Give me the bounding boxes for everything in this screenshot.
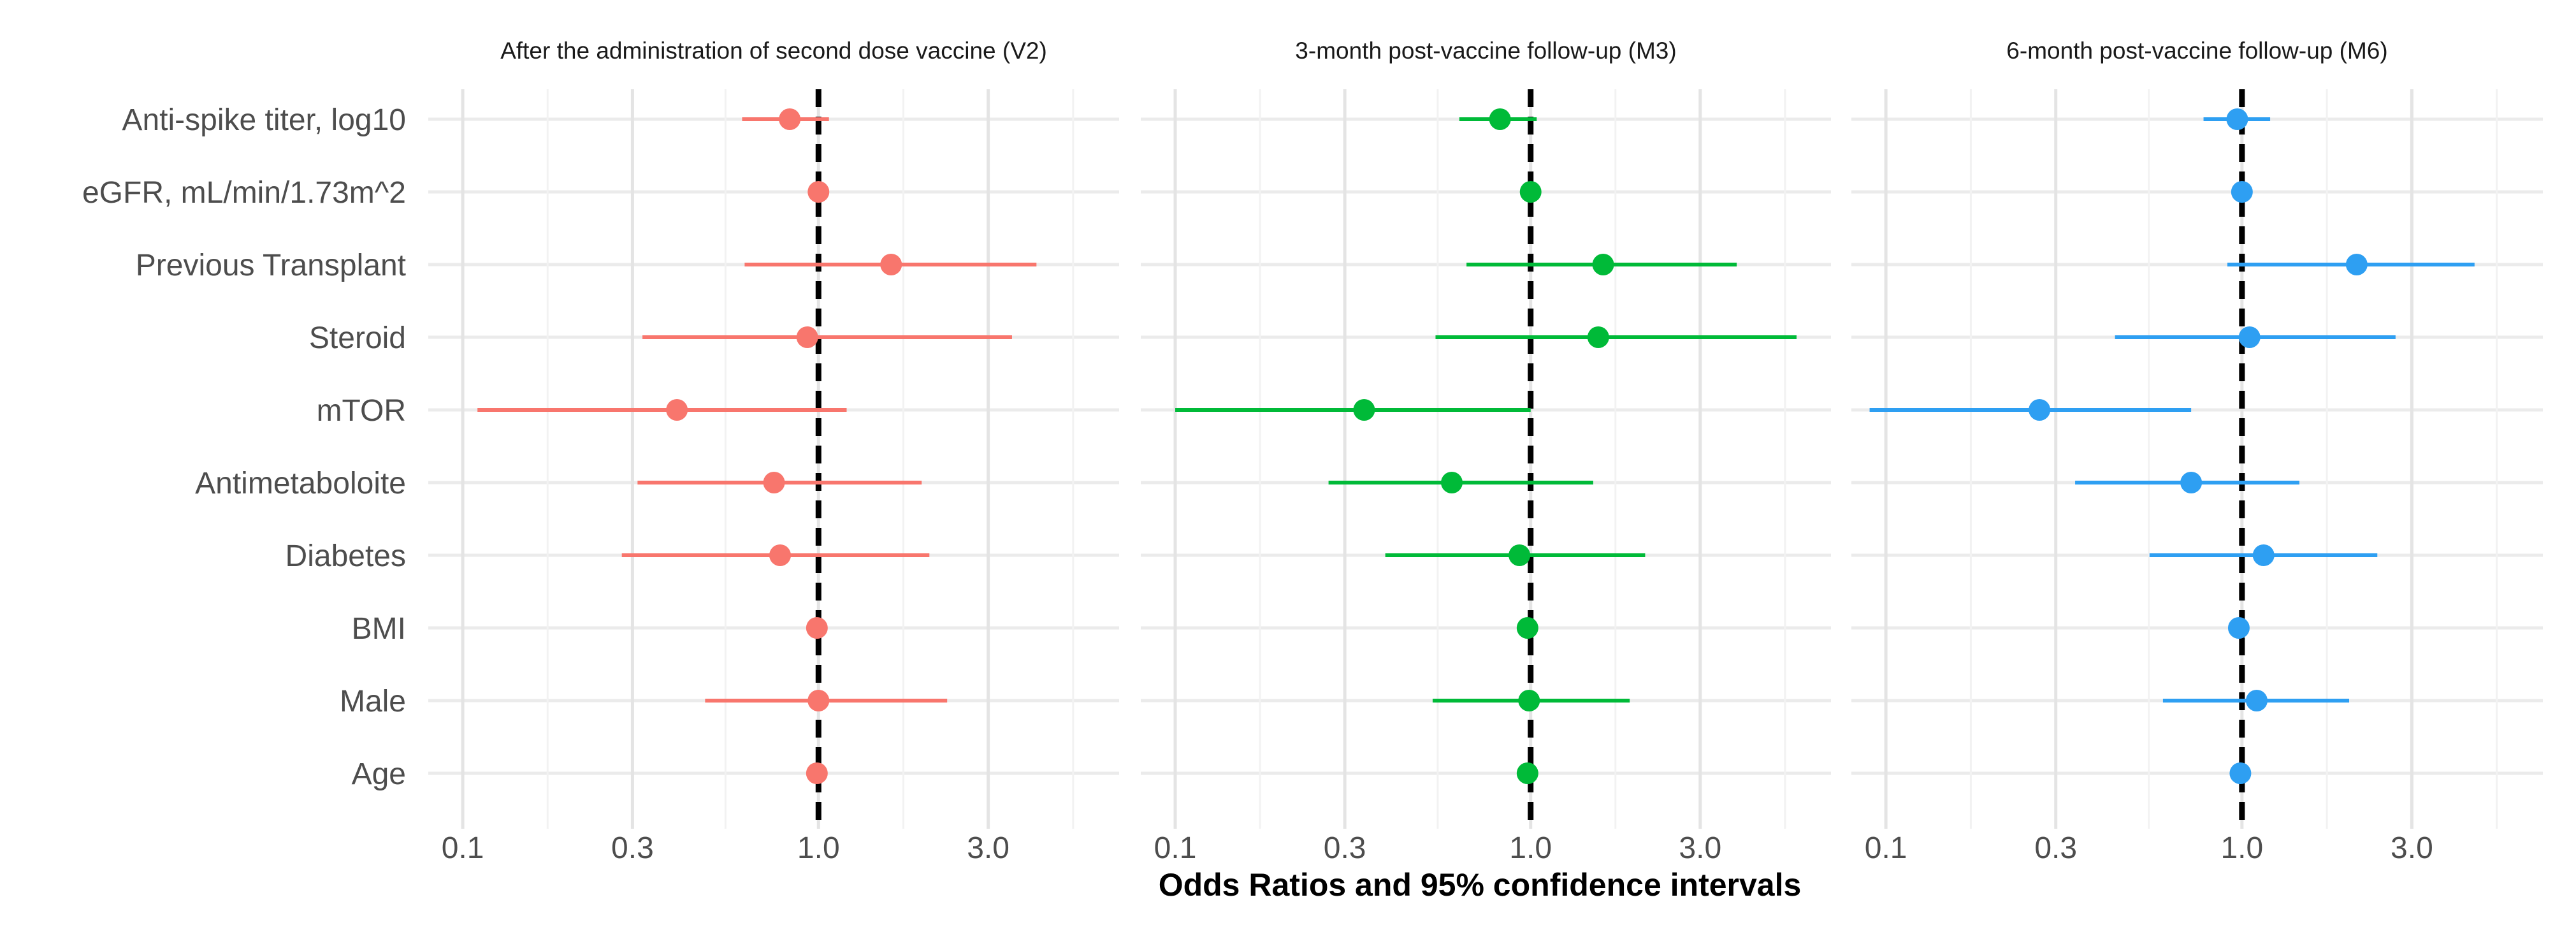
- point-estimate: [1516, 762, 1538, 784]
- point-estimate: [769, 544, 792, 566]
- x-tick-label: 1.0: [1509, 831, 1552, 865]
- x-tick-label: 0.1: [1865, 831, 1907, 865]
- x-tick-label: 1.0: [797, 831, 840, 865]
- point-estimate: [806, 762, 828, 784]
- point-estimate: [1509, 544, 1531, 566]
- point-estimate: [1518, 690, 1540, 711]
- point-estimate: [2238, 326, 2261, 348]
- marks-layer: [477, 108, 2475, 784]
- y-tick-label: Age: [352, 757, 406, 791]
- x-tick-label: 0.3: [1324, 831, 1366, 865]
- labels-layer: Anti-spike titer, log10 eGFR, mL/min/1.73…: [82, 38, 2433, 865]
- point-estimate: [807, 181, 830, 203]
- point-estimate: [1519, 181, 1542, 203]
- x-tick-label: 0.3: [2034, 831, 2077, 865]
- point-estimate: [1592, 254, 1614, 275]
- y-tick-label: Previous Transplant: [136, 249, 406, 282]
- point-estimate: [796, 326, 818, 348]
- y-tick-label: mTOR: [317, 394, 406, 428]
- point-estimate: [2345, 254, 2368, 275]
- point-estimate: [1587, 326, 1609, 348]
- x-tick-label: 0.1: [442, 831, 484, 865]
- point-estimate: [1489, 108, 1511, 130]
- panel-title: 3-month post-vaccine follow-up (M3): [1295, 38, 1676, 64]
- point-estimate: [1353, 399, 1375, 421]
- panel-title: After the administration of second dose …: [500, 38, 1047, 64]
- y-tick-label: BMI: [352, 612, 406, 646]
- point-estimate: [2180, 472, 2203, 493]
- x-tick-label: 3.0: [2391, 831, 2433, 865]
- grid-layer: [428, 89, 2543, 829]
- point-estimate: [806, 617, 828, 639]
- point-estimate: [763, 472, 785, 493]
- point-estimate: [2231, 181, 2253, 203]
- point-estimate: [2252, 544, 2275, 566]
- point-estimate: [2226, 108, 2248, 130]
- point-estimate: [2245, 690, 2268, 711]
- y-tick-label: Male: [340, 685, 406, 718]
- x-tick-label: 0.1: [1154, 831, 1197, 865]
- x-tick-label: 3.0: [1679, 831, 1721, 865]
- point-estimate: [666, 399, 688, 421]
- x-tick-label: 1.0: [2220, 831, 2263, 865]
- x-tick-label: 3.0: [967, 831, 1009, 865]
- y-tick-label: Steroid: [309, 321, 406, 355]
- y-tick-label: Antimetaboloite: [195, 467, 406, 500]
- x-tick-label: 0.3: [611, 831, 654, 865]
- point-estimate: [1440, 472, 1463, 493]
- panel-title: 6-month post-vaccine follow-up (M6): [2006, 38, 2387, 64]
- point-estimate: [807, 690, 830, 711]
- point-estimate: [2029, 399, 2051, 421]
- y-tick-label: Anti-spike titer, log10: [122, 103, 406, 137]
- x-axis-title: Odds Ratios and 95% confidence intervals: [1159, 867, 1802, 903]
- point-estimate: [880, 254, 902, 275]
- point-estimate: [2227, 617, 2250, 639]
- point-estimate: [2229, 762, 2252, 784]
- point-estimate: [779, 108, 801, 130]
- y-tick-label: eGFR, mL/min/1.73m^2: [82, 176, 406, 210]
- y-tick-label: Diabetes: [286, 539, 406, 573]
- point-estimate: [1516, 617, 1538, 639]
